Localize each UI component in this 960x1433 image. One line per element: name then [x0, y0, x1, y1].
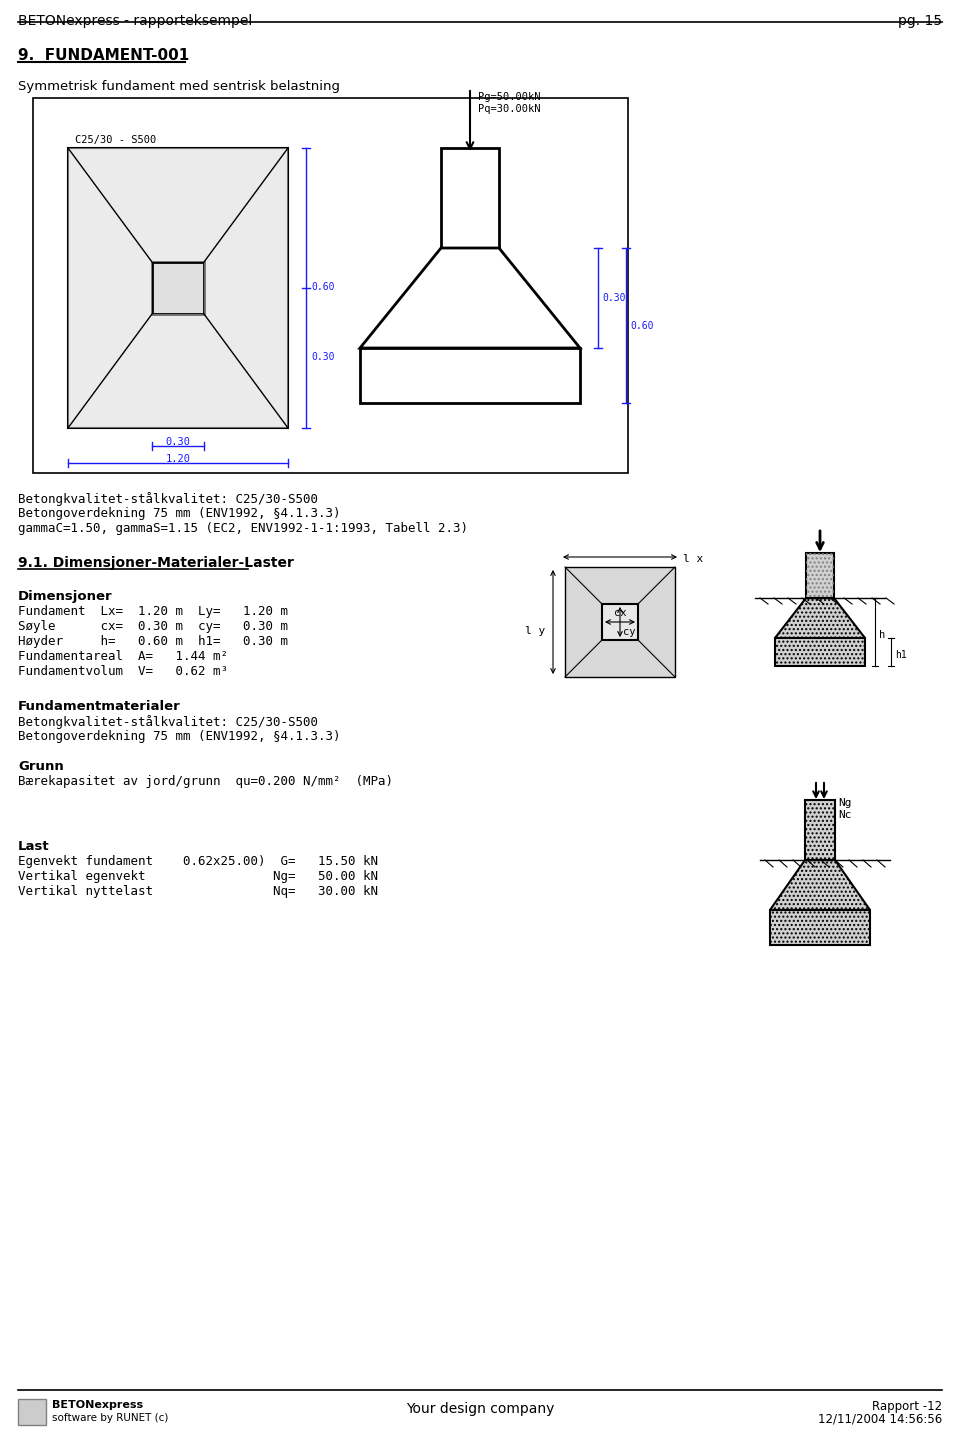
- Text: gammaC=1.50, gammaS=1.15 (EC2, ENV1992-1-1:1993, Tabell 2.3): gammaC=1.50, gammaS=1.15 (EC2, ENV1992-1…: [18, 522, 468, 535]
- Text: 0.30: 0.30: [602, 292, 626, 302]
- Text: Grunn: Grunn: [18, 759, 63, 772]
- Text: 1.20: 1.20: [165, 454, 190, 464]
- Text: Betongkvalitet-stålkvalitet: C25/30-S500: Betongkvalitet-stålkvalitet: C25/30-S500: [18, 715, 318, 729]
- Text: 0.30: 0.30: [311, 353, 334, 363]
- Bar: [806, 553, 834, 598]
- Text: Betongoverdekning 75 mm (ENV1992, §4.1.3.3): Betongoverdekning 75 mm (ENV1992, §4.1.3…: [18, 729, 341, 742]
- Text: Pg=50.00kN: Pg=50.00kN: [478, 92, 540, 102]
- Bar: [805, 800, 835, 860]
- Bar: [770, 910, 870, 944]
- Text: Vertikal nyttelast                Nq=   30.00 kN: Vertikal nyttelast Nq= 30.00 kN: [18, 886, 378, 898]
- Text: 9.  FUNDAMENT-001: 9. FUNDAMENT-001: [18, 47, 189, 63]
- Polygon shape: [775, 598, 865, 638]
- Bar: [18, 1399, 46, 1424]
- Bar: [68, 148, 288, 428]
- Text: Your design company: Your design company: [406, 1401, 554, 1416]
- Text: Fundamentareal  A=   1.44 m²: Fundamentareal A= 1.44 m²: [18, 651, 228, 663]
- Text: l x: l x: [683, 555, 704, 565]
- Text: cx: cx: [613, 608, 626, 618]
- Bar: [565, 567, 675, 676]
- Text: Rapport -12: Rapport -12: [872, 1400, 942, 1413]
- PathPatch shape: [68, 314, 288, 428]
- Text: Egenvekt fundament    0.62x25.00)  G=   15.50 kN: Egenvekt fundament 0.62x25.00) G= 15.50 …: [18, 856, 378, 868]
- Text: Betongoverdekning 75 mm (ENV1992, §4.1.3.3): Betongoverdekning 75 mm (ENV1992, §4.1.3…: [18, 507, 341, 520]
- PathPatch shape: [68, 148, 152, 428]
- Text: Dimensjoner: Dimensjoner: [18, 590, 112, 603]
- Bar: [441, 148, 499, 248]
- Text: pg. 15: pg. 15: [898, 14, 942, 29]
- Text: 0.30: 0.30: [165, 437, 190, 447]
- Text: Pq=30.00kN: Pq=30.00kN: [478, 105, 540, 115]
- Bar: [806, 553, 834, 598]
- Text: h: h: [879, 631, 885, 641]
- Text: C25/30 - S500: C25/30 - S500: [75, 135, 156, 145]
- Text: Betongkvalitet-stålkvalitet: C25/30-S500: Betongkvalitet-stålkvalitet: C25/30-S500: [18, 492, 318, 506]
- Text: Søyle      cx=  0.30 m  cy=   0.30 m: Søyle cx= 0.30 m cy= 0.30 m: [18, 620, 288, 633]
- Bar: [360, 348, 580, 403]
- Text: Nc: Nc: [838, 810, 852, 820]
- Text: 9.1. Dimensjoner-Materialer-Laster: 9.1. Dimensjoner-Materialer-Laster: [18, 556, 294, 570]
- Text: software by RUNET (c): software by RUNET (c): [52, 1413, 168, 1423]
- Text: Symmetrisk fundament med sentrisk belastning: Symmetrisk fundament med sentrisk belast…: [18, 80, 340, 93]
- Text: Bærekapasitet av jord/grunn  qu=0.200 N/mm²  (MPa): Bærekapasitet av jord/grunn qu=0.200 N/m…: [18, 775, 393, 788]
- Text: 0.60: 0.60: [311, 282, 334, 292]
- Text: Høyder     h=   0.60 m  h1=   0.30 m: Høyder h= 0.60 m h1= 0.30 m: [18, 635, 288, 648]
- Text: Ng: Ng: [838, 798, 852, 808]
- Bar: [602, 603, 638, 641]
- Text: l y: l y: [525, 626, 545, 636]
- Text: Fundamentmaterialer: Fundamentmaterialer: [18, 699, 180, 714]
- Text: cy: cy: [623, 628, 636, 638]
- PathPatch shape: [204, 148, 288, 428]
- Text: Fundamentvolum  V=   0.62 m³: Fundamentvolum V= 0.62 m³: [18, 665, 228, 678]
- Polygon shape: [770, 860, 870, 910]
- Text: Last: Last: [18, 840, 50, 853]
- Text: BETONexpress: BETONexpress: [52, 1400, 143, 1410]
- Text: h1: h1: [895, 651, 907, 661]
- Text: 12/11/2004 14:56:56: 12/11/2004 14:56:56: [818, 1413, 942, 1426]
- Bar: [33, 97, 628, 473]
- Text: Fundament  Lx=  1.20 m  Ly=   1.20 m: Fundament Lx= 1.20 m Ly= 1.20 m: [18, 605, 288, 618]
- Text: Vertikal egenvekt                 Ng=   50.00 kN: Vertikal egenvekt Ng= 50.00 kN: [18, 870, 378, 883]
- Text: 0.60: 0.60: [630, 321, 654, 331]
- PathPatch shape: [68, 148, 288, 262]
- Text: BETONexpress - rapporteksempel: BETONexpress - rapporteksempel: [18, 14, 252, 29]
- Bar: [152, 262, 204, 314]
- Polygon shape: [360, 248, 580, 348]
- Bar: [775, 638, 865, 666]
